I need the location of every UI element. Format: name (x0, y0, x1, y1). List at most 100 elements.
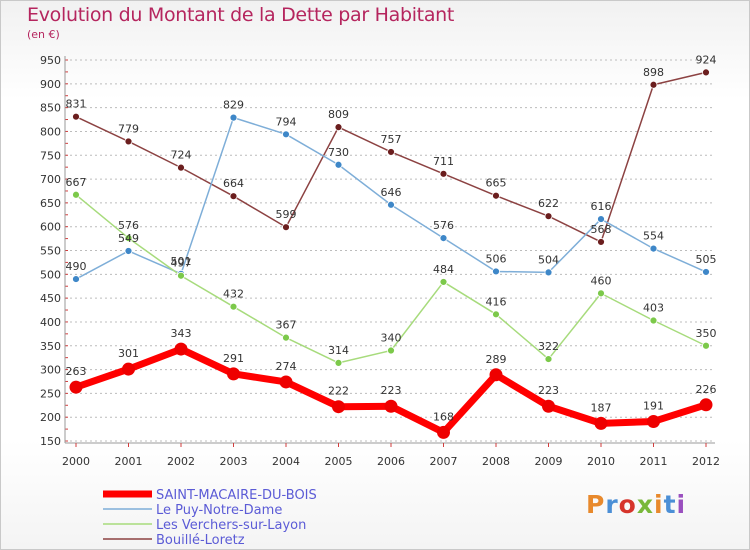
data-label: 599 (276, 208, 297, 221)
logo-letter: o (618, 490, 637, 519)
data-label: 711 (433, 155, 454, 168)
data-point (702, 341, 710, 350)
data-label: 460 (591, 274, 612, 287)
data-label: 168 (433, 410, 454, 423)
chart-title: Evolution du Montant de la Dette par Hab… (27, 4, 455, 26)
y-tick-label: 950 (40, 54, 61, 67)
y-tick-label: 800 (40, 125, 61, 138)
data-label: 497 (171, 257, 192, 270)
y-tick-label: 650 (40, 197, 61, 210)
data-label: 222 (328, 385, 349, 398)
data-point (439, 278, 448, 286)
data-point (334, 123, 343, 132)
data-point (489, 368, 503, 382)
data-point (282, 223, 290, 232)
data-label: 226 (696, 383, 717, 396)
data-label: 501 (171, 255, 192, 268)
data-point (594, 416, 608, 430)
x-tick-label: 2004 (272, 455, 300, 468)
y-tick-label: 500 (40, 268, 61, 281)
data-point (72, 112, 80, 121)
data-point (282, 130, 290, 139)
legend-label: SAINT-MACAIRE-DU-BOIS (156, 488, 317, 503)
data-point (334, 358, 343, 367)
data-point (649, 316, 658, 325)
data-point (227, 367, 240, 381)
data-point (649, 80, 658, 89)
data-label: 223 (538, 384, 559, 397)
y-tick-label: 300 (40, 364, 61, 377)
data-label: 794 (276, 115, 297, 128)
data-label: 576 (118, 219, 139, 232)
data-label: 779 (118, 122, 139, 135)
data-point (72, 275, 80, 283)
data-point (597, 215, 605, 223)
data-label: 576 (433, 219, 454, 232)
data-label: 757 (381, 133, 402, 146)
data-label: 505 (696, 253, 717, 266)
data-label: 274 (276, 360, 297, 373)
data-label: 622 (538, 197, 559, 210)
x-tick-label: 2011 (640, 455, 668, 468)
data-label: 924 (696, 53, 717, 66)
data-point (332, 400, 345, 414)
data-label: 187 (591, 401, 612, 414)
data-label: 403 (643, 302, 664, 315)
data-point (229, 192, 238, 201)
x-tick-label: 2008 (482, 455, 510, 468)
data-label: 314 (328, 344, 349, 357)
data-point (174, 342, 188, 356)
data-label: 350 (696, 327, 717, 340)
data-label: 646 (381, 186, 402, 199)
data-point (229, 113, 238, 122)
data-point (544, 268, 553, 277)
data-point (177, 271, 185, 280)
data-label: 416 (486, 295, 507, 308)
y-tick-label: 150 (40, 435, 61, 448)
logo-letter: x (636, 490, 654, 519)
y-tick-label: 400 (40, 316, 61, 329)
data-point (597, 238, 605, 246)
data-label: 506 (486, 252, 507, 265)
y-tick-label: 900 (40, 78, 61, 91)
data-label: 432 (223, 288, 244, 301)
data-label: 898 (643, 66, 664, 79)
y-tick-label: 250 (40, 387, 61, 400)
data-point (597, 289, 605, 298)
data-label: 484 (433, 263, 454, 276)
data-point (492, 191, 500, 200)
data-point (124, 137, 133, 146)
data-point (334, 160, 343, 169)
x-tick-label: 2007 (430, 455, 458, 468)
proxiti-logo: Proxiti (586, 490, 686, 519)
data-point (384, 399, 398, 413)
logo-letter: i (676, 490, 687, 519)
data-label: 504 (538, 253, 559, 266)
data-point (544, 355, 553, 363)
data-point (282, 333, 290, 342)
data-label: 616 (591, 200, 612, 213)
data-label: 291 (223, 352, 244, 365)
data-point (437, 425, 450, 439)
data-label: 340 (381, 332, 402, 345)
data-point (702, 268, 710, 276)
x-tick-label: 2006 (377, 455, 405, 468)
data-point (492, 310, 500, 319)
data-point (492, 267, 500, 276)
data-label: 263 (66, 365, 87, 378)
x-tick-label: 2001 (115, 455, 143, 468)
y-tick-label: 750 (40, 149, 61, 162)
data-point (122, 362, 135, 376)
logo-letter: t (663, 490, 677, 519)
y-tick-label: 550 (40, 245, 61, 258)
data-point (124, 247, 133, 255)
x-tick-label: 2002 (167, 455, 195, 468)
data-point (229, 302, 238, 311)
data-label: 191 (643, 399, 664, 412)
data-point (124, 234, 133, 243)
data-label: 831 (66, 98, 87, 111)
chart-unit: (en €) (27, 28, 60, 41)
data-label: 664 (223, 177, 244, 190)
data-point (177, 163, 185, 172)
